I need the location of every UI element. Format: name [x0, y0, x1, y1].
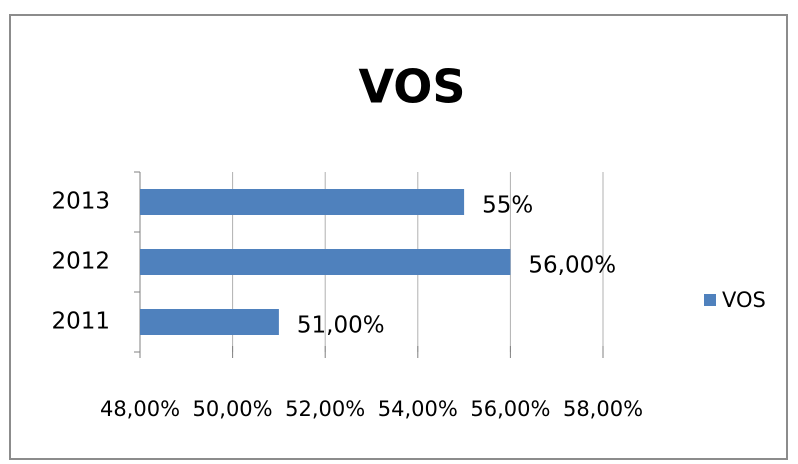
x-tick-label: 58,00%	[563, 397, 643, 421]
x-tick-label: 50,00%	[193, 397, 273, 421]
legend-label: VOS	[722, 288, 766, 312]
bar	[140, 189, 465, 215]
y-tick-label: 2012	[51, 249, 110, 275]
data-label: 55%	[482, 193, 533, 219]
bar	[140, 249, 511, 275]
y-tick-label: 2013	[51, 189, 110, 215]
x-tick-label: 48,00%	[100, 397, 180, 421]
data-label: 56,00%	[528, 253, 616, 279]
chart-title: VOS	[358, 60, 465, 114]
x-tick-label: 54,00%	[378, 397, 458, 421]
x-tick-label: 56,00%	[470, 397, 550, 421]
x-tick-label: 52,00%	[285, 397, 365, 421]
data-label: 51,00%	[297, 313, 385, 339]
y-tick-label: 2011	[51, 309, 110, 335]
bar	[140, 309, 279, 335]
legend-swatch	[704, 294, 716, 306]
